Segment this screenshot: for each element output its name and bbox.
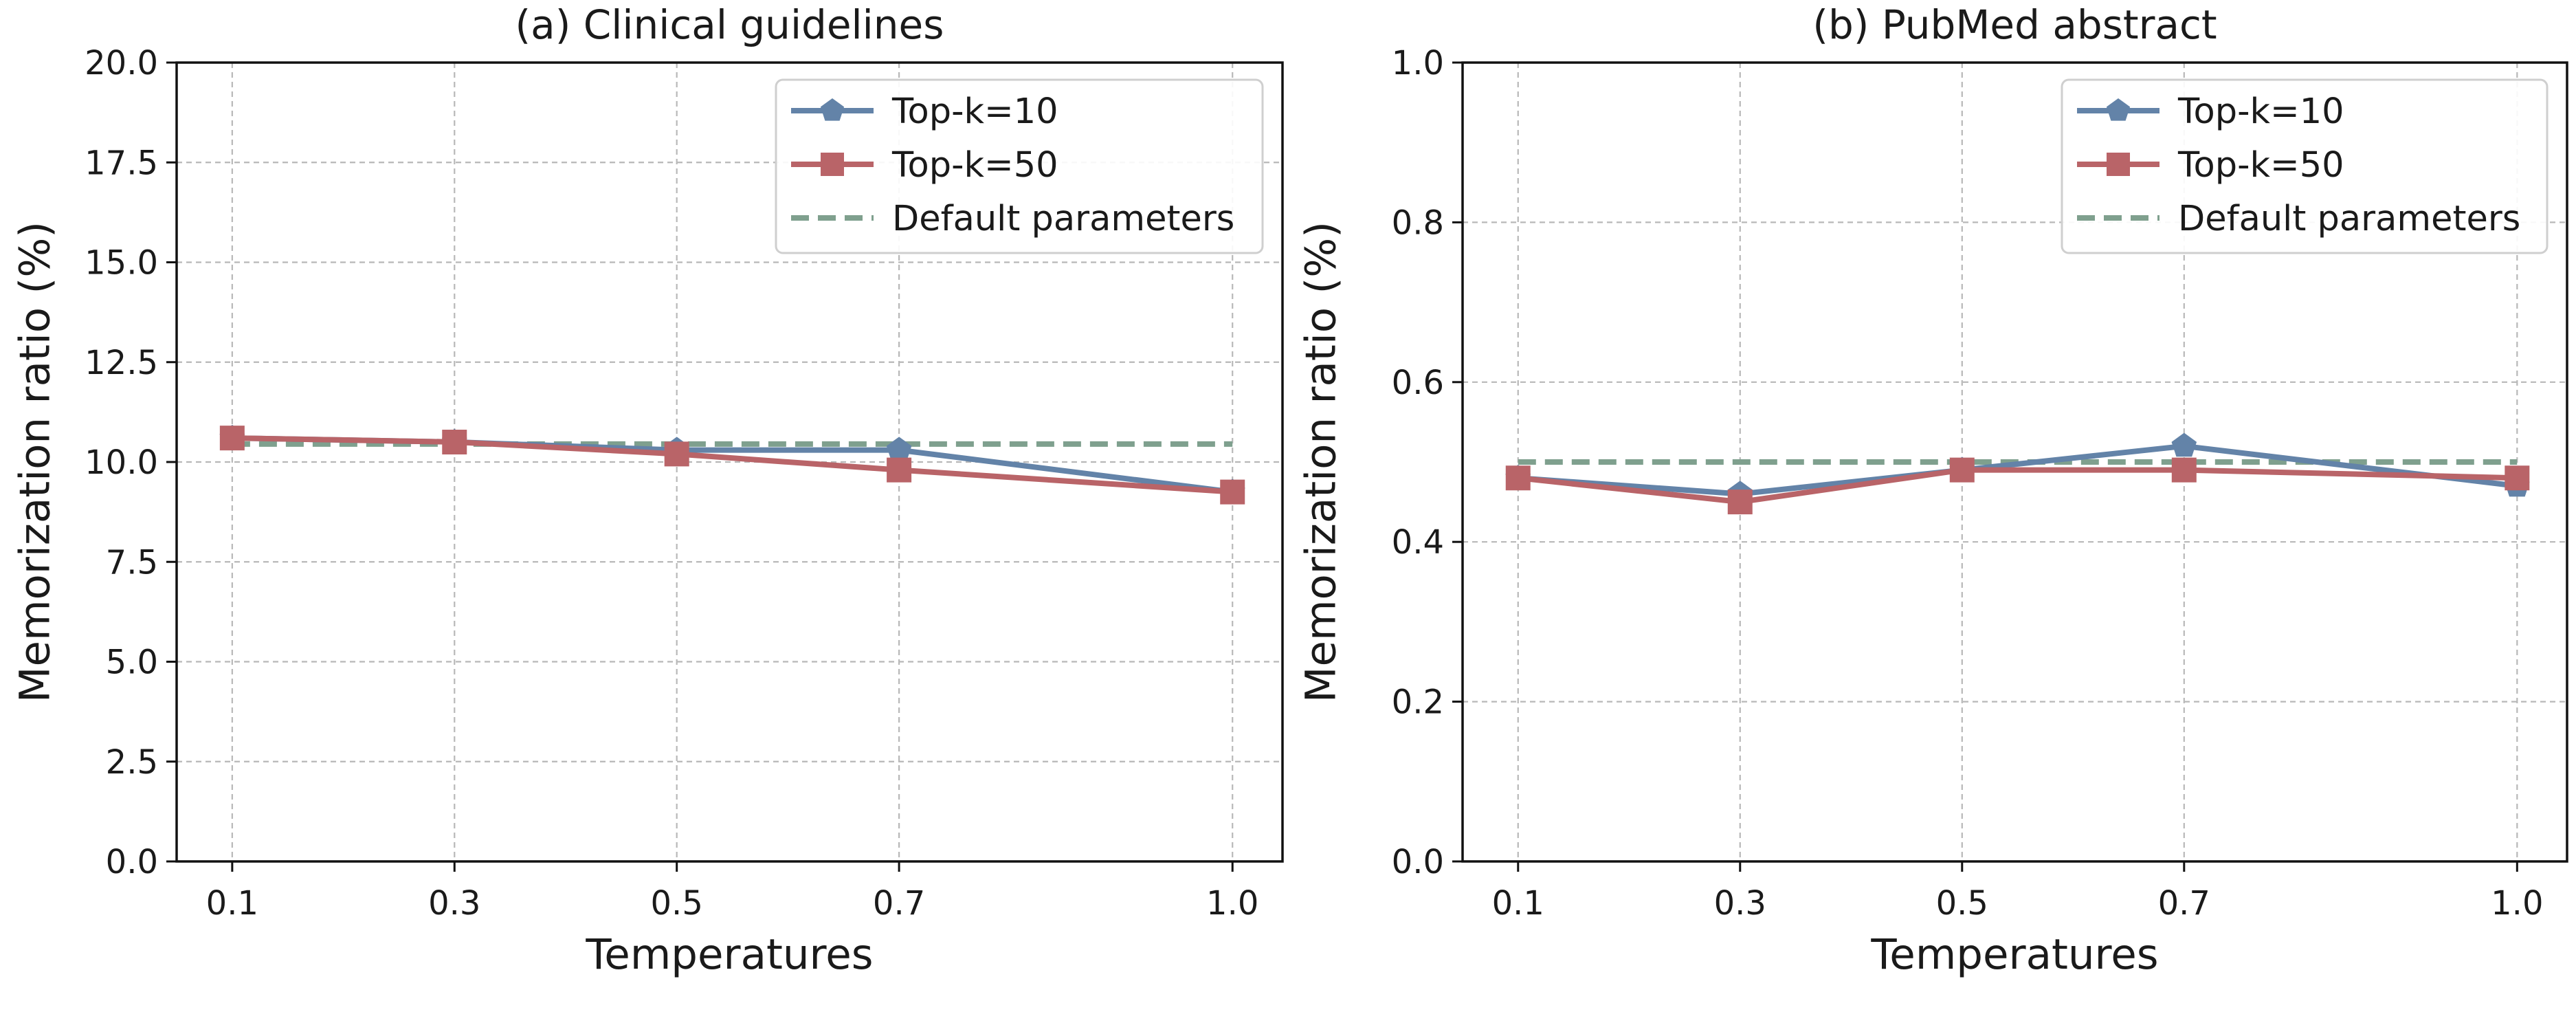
- legend-entry-top-k-50: Top-k=50: [791, 145, 1058, 186]
- series-point-top-k-50: [1505, 465, 1531, 491]
- legend-label-top-k-50: Top-k=50: [891, 145, 1058, 186]
- x-tick-label: 0.7: [873, 884, 925, 923]
- legend-label-default-parameters: Default parameters: [2178, 199, 2520, 239]
- y-tick-label: 0.8: [1392, 204, 1444, 242]
- series-point-top-k-50: [1727, 490, 1753, 515]
- axis-ticks: 0.1 0.3 0.5 0.7 1.0 0.0 2.5 5.0 7.5 10.0 12.5 15.0 1…: [85, 44, 1258, 923]
- y-axis-label: Memorization ratio (%): [1297, 221, 1346, 703]
- legend-marker-square: [821, 153, 844, 176]
- panel-pubmed-abstract: 0.1 0.3 0.5 0.7 1.0 0.0 0.2 0.4 0.6 0.8 1.0 (b) Pu…: [1297, 1, 2568, 979]
- x-tick-label: 1.0: [2491, 884, 2543, 923]
- chart-title: (b) PubMed abstract: [1812, 1, 2217, 48]
- series-point-top-k-50: [1949, 457, 1975, 483]
- y-tick-label: 5.0: [106, 644, 158, 682]
- legend-marker-pentagon: [2106, 98, 2131, 121]
- x-tick-label: 1.0: [1206, 884, 1258, 923]
- legend-marker-pentagon: [820, 98, 845, 121]
- legend-label-top-k-50: Top-k=50: [2177, 145, 2344, 186]
- x-tick-label: 0.1: [206, 884, 258, 923]
- series-point-top-k-50: [664, 441, 689, 467]
- series-point-top-k-50: [2505, 465, 2530, 491]
- y-tick-label: 12.5: [85, 344, 158, 382]
- y-tick-label: 17.5: [85, 144, 158, 182]
- chart-title: (a) Clinical guidelines: [515, 1, 944, 48]
- y-tick-label: 0.0: [1392, 843, 1444, 881]
- y-tick-label: 15.0: [85, 244, 158, 283]
- series-point-top-k-10: [2171, 432, 2197, 457]
- x-axis-label: Temperatures: [585, 930, 873, 979]
- x-tick-label: 0.1: [1492, 884, 1544, 923]
- y-tick-label: 7.5: [106, 543, 158, 582]
- legend-entry-top-k-10: Top-k=10: [791, 91, 1058, 132]
- x-tick-label: 0.5: [651, 884, 703, 923]
- legend-box: [775, 78, 1264, 254]
- y-tick-label: 10.0: [85, 443, 158, 482]
- legend-entry-default-parameters: Default parameters: [791, 199, 1234, 239]
- legend-entry-default-parameters: Default parameters: [2077, 199, 2520, 239]
- legend: Top-k=10 Top-k=50 Default parameters: [775, 78, 1264, 254]
- series-point-top-k-50: [442, 429, 467, 454]
- y-tick-label: 1.0: [1392, 44, 1444, 82]
- panel-clinical-guidelines: 0.1 0.3 0.5 0.7 1.0 0.0 2.5 5.0 7.5 10.0 12.5 15.0 1…: [11, 1, 1284, 979]
- x-tick-label: 0.3: [1714, 884, 1766, 923]
- x-tick-label: 0.5: [1936, 884, 1988, 923]
- series-lines: [1505, 432, 2530, 515]
- x-axis-label: Temperatures: [1870, 930, 2158, 979]
- series-point-top-k-10: [886, 437, 912, 461]
- y-tick-label: 0.2: [1392, 683, 1444, 722]
- x-tick-label: 0.7: [2158, 884, 2210, 923]
- legend: Top-k=10 Top-k=50 Default parameters: [2061, 78, 2549, 254]
- legend-label-top-k-10: Top-k=10: [891, 91, 1058, 132]
- series-point-top-k-50: [219, 426, 245, 451]
- series-line-top-k-50: [1518, 467, 2518, 505]
- legend-box: [2061, 78, 2549, 254]
- plot-frame: [1461, 61, 2568, 863]
- x-tick-label: 0.3: [428, 884, 480, 923]
- series-lines: [219, 424, 1245, 505]
- y-tick-label: 0.6: [1392, 364, 1444, 402]
- y-tick-label: 20.0: [85, 44, 158, 82]
- y-tick-label: 0.0: [106, 843, 158, 881]
- legend-label-top-k-10: Top-k=10: [2177, 91, 2344, 132]
- y-axis-label: Memorization ratio (%): [11, 221, 60, 703]
- series-point-top-k-50: [887, 457, 912, 483]
- legend-label-default-parameters: Default parameters: [892, 199, 1234, 239]
- y-tick-label: 0.4: [1392, 523, 1444, 562]
- axis-ticks: 0.1 0.3 0.5 0.7 1.0 0.0 0.2 0.4 0.6 0.8 1.0: [1392, 44, 2544, 923]
- legend-marker-square: [2107, 153, 2130, 176]
- legend-entry-top-k-10: Top-k=10: [2077, 91, 2344, 132]
- y-tick-label: 2.5: [106, 743, 158, 782]
- series-point-top-k-50: [2171, 457, 2197, 483]
- legend-entry-top-k-50: Top-k=50: [2077, 145, 2344, 186]
- series-point-top-k-50: [1220, 479, 1245, 505]
